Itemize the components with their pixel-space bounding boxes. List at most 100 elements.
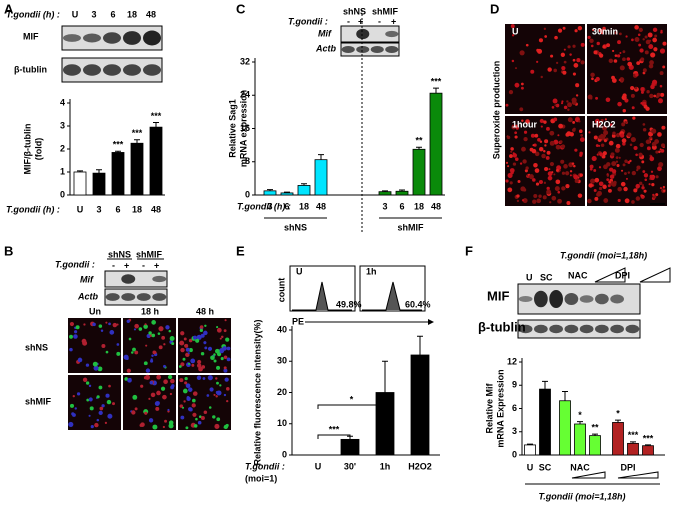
panel-label: E xyxy=(236,243,245,258)
cell xyxy=(649,60,654,65)
cell xyxy=(144,323,147,326)
cell xyxy=(557,28,563,33)
x-tick-label: SC xyxy=(539,462,552,472)
cell xyxy=(608,140,614,146)
cell xyxy=(226,357,231,362)
cell xyxy=(156,401,160,405)
sign: - xyxy=(347,16,350,26)
x-tick-label: U xyxy=(527,462,534,472)
legend-label: shMIF xyxy=(398,222,425,232)
cell xyxy=(549,201,552,204)
x-tick-label: 6 xyxy=(115,204,120,214)
error-bar xyxy=(153,122,159,128)
lane-label: 48 xyxy=(146,9,156,19)
cell xyxy=(204,324,207,327)
cell xyxy=(185,347,190,352)
cell xyxy=(196,375,202,380)
cell xyxy=(223,355,228,360)
x-tick-label: 3 xyxy=(96,204,101,214)
cell xyxy=(614,147,620,153)
panel-label: B xyxy=(4,243,13,258)
cell xyxy=(533,194,538,199)
cell xyxy=(158,345,163,350)
cell xyxy=(571,97,577,103)
cell xyxy=(156,374,162,380)
bar xyxy=(574,423,586,456)
sign: + xyxy=(154,260,159,270)
cell xyxy=(519,107,524,112)
bar xyxy=(395,190,409,196)
cell xyxy=(577,193,583,198)
error-bar xyxy=(615,419,621,423)
error-bar xyxy=(577,421,583,424)
x-tick-label: U xyxy=(315,461,322,471)
cell xyxy=(195,417,198,421)
y-axis-label: mRNA expression xyxy=(238,90,248,167)
cell xyxy=(536,48,540,52)
blot-frame xyxy=(517,319,641,339)
cell xyxy=(580,60,585,65)
cell xyxy=(510,24,515,29)
cell xyxy=(207,375,213,381)
cell xyxy=(514,82,520,88)
cell xyxy=(555,144,561,150)
blot-label: Actb xyxy=(77,291,99,301)
cell xyxy=(611,161,617,167)
cell xyxy=(660,148,665,153)
cell xyxy=(150,392,156,398)
sign: + xyxy=(358,16,363,26)
cell xyxy=(635,73,639,77)
cell xyxy=(553,117,558,122)
cell xyxy=(216,390,222,396)
cell xyxy=(223,329,227,333)
cell xyxy=(200,415,205,421)
cell xyxy=(547,175,553,181)
cell xyxy=(649,93,654,99)
cell xyxy=(529,147,534,152)
cell xyxy=(600,118,604,123)
cell xyxy=(558,123,564,129)
bar xyxy=(280,192,294,196)
cell xyxy=(520,186,526,192)
cell xyxy=(533,143,537,147)
cell xyxy=(88,414,91,417)
micrograph xyxy=(505,24,585,114)
cell xyxy=(192,398,196,403)
cell xyxy=(606,43,611,48)
axis-label: PE xyxy=(292,316,304,326)
cell xyxy=(640,90,644,94)
cell xyxy=(219,337,222,340)
cell xyxy=(507,187,513,193)
group-label: shNS xyxy=(108,249,131,259)
cell xyxy=(634,36,640,42)
error-bar xyxy=(416,146,422,150)
cell xyxy=(608,58,614,64)
cell xyxy=(544,35,547,38)
cell xyxy=(574,148,578,152)
cell xyxy=(544,166,549,172)
cell xyxy=(606,174,610,177)
cell xyxy=(634,25,639,30)
cell xyxy=(88,384,92,388)
cell xyxy=(179,340,185,346)
x-axis-label: T.gondii (h) : xyxy=(6,204,60,214)
annotation: *** xyxy=(628,430,639,440)
cell xyxy=(524,169,528,173)
blot-label: Mif xyxy=(318,28,332,38)
x-tick-label: 3 xyxy=(382,201,387,211)
cell xyxy=(88,397,93,402)
cell xyxy=(519,50,525,56)
cell xyxy=(617,40,621,45)
cell xyxy=(187,352,190,355)
error-bar xyxy=(382,360,388,393)
y-axis-label: Relative Mif xyxy=(484,382,494,433)
cell xyxy=(188,348,193,353)
cell xyxy=(655,95,659,99)
x-axis-label: (moi=1) xyxy=(245,473,277,483)
cell xyxy=(213,359,217,363)
cell xyxy=(603,130,609,136)
cell xyxy=(514,131,518,135)
cell xyxy=(589,167,593,171)
panel-label: D xyxy=(490,1,499,16)
cell xyxy=(587,35,591,39)
